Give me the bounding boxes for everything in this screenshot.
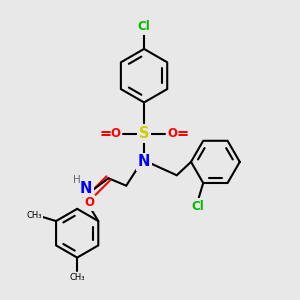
Text: Cl: Cl <box>191 200 204 213</box>
Text: =: = <box>99 126 112 141</box>
Text: =: = <box>177 126 189 141</box>
Text: CH₃: CH₃ <box>69 273 85 282</box>
Text: O: O <box>84 196 94 209</box>
Text: CH₃: CH₃ <box>27 211 42 220</box>
Text: Cl: Cl <box>138 20 150 33</box>
Text: N: N <box>138 154 150 169</box>
Text: S: S <box>139 126 149 141</box>
Text: H: H <box>73 175 80 185</box>
Text: N: N <box>80 181 92 196</box>
Text: O: O <box>111 127 121 140</box>
Text: O: O <box>167 127 177 140</box>
